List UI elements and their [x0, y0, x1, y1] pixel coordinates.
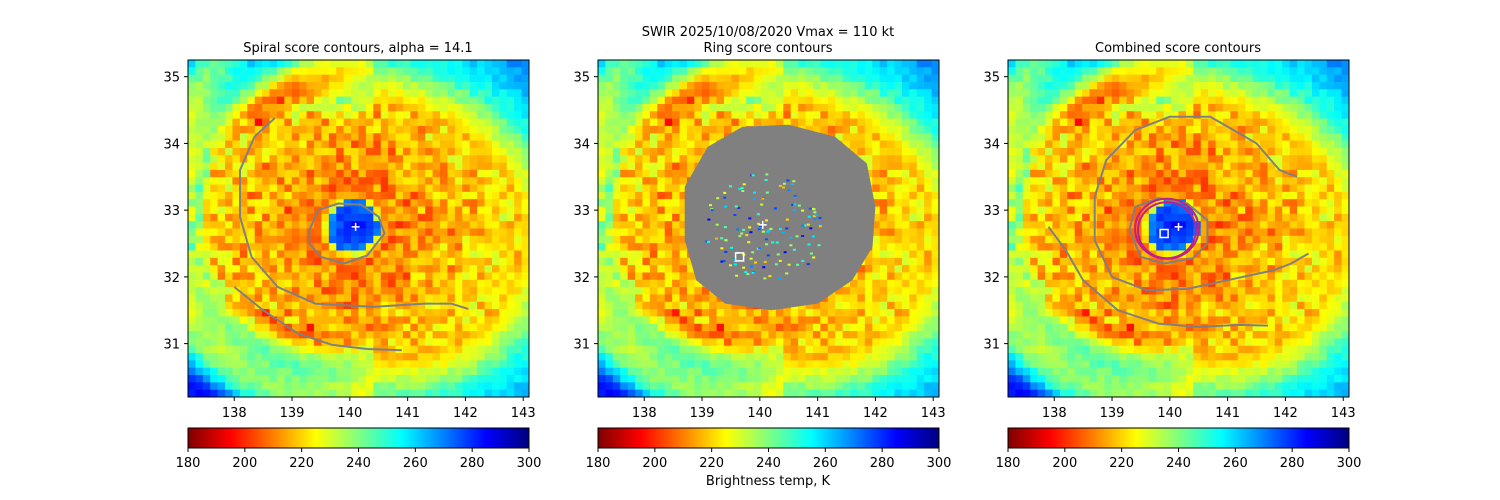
- square-marker: [734, 252, 745, 262]
- x-tick-label: 143: [511, 406, 536, 421]
- y-tick-label: 35: [573, 71, 590, 86]
- x-tick-label: 143: [1331, 406, 1356, 421]
- colorbar-tick-label: 280: [870, 456, 895, 471]
- colorbar-tick-label: 260: [403, 456, 428, 471]
- brightness-field: [1008, 60, 1349, 397]
- colorbar: 180 200 220 240 260 280 300: [586, 427, 952, 471]
- colorbar-tick-label: 180: [586, 456, 611, 471]
- colorbar-tick-label: 200: [642, 456, 667, 471]
- y-tick-label: 34: [983, 137, 1000, 152]
- x-tick-label: 140: [337, 406, 362, 421]
- x-tick-label: 139: [690, 406, 715, 421]
- colorbar-tick-label: 280: [460, 456, 485, 471]
- panel-combined: Combined score contours 138 139 140 141 142 1…: [983, 41, 1361, 471]
- center-plus-marker: [758, 220, 767, 229]
- colorbar-tick-label: 180: [996, 456, 1021, 471]
- y-tick-label: 32: [163, 271, 180, 286]
- axes-frame: [187, 59, 530, 398]
- y-tick-label: 34: [163, 137, 180, 152]
- ring-contour: [1137, 201, 1197, 260]
- panel-ring: Ring score contours 138 139 140 141 142 143 31…: [573, 41, 951, 471]
- score-contour: [1128, 197, 1209, 265]
- y-tick-label: 33: [163, 204, 180, 219]
- y-tick-label: 33: [573, 204, 590, 219]
- colorbar-gradient: [187, 427, 530, 449]
- colorbar-gradient: [1007, 427, 1350, 449]
- y-tick-label: 31: [573, 338, 590, 353]
- colorbar-tick-label: 200: [1052, 456, 1077, 471]
- panel-spiral: Spiral score contours, alpha = 14.1 138 1…: [163, 41, 541, 471]
- square-marker: [1159, 228, 1169, 239]
- y-tick-label: 32: [983, 271, 1000, 286]
- colorbar-tick-label: 260: [1223, 456, 1248, 471]
- x-tick-label: 138: [222, 406, 247, 421]
- x-tick-label: 143: [921, 406, 946, 421]
- colorbar-tick-label: 300: [1337, 456, 1362, 471]
- colorbar: 180 200 220 240 260 280 300: [176, 427, 542, 471]
- axes-frame: [597, 59, 940, 398]
- center-plus-marker: [351, 222, 360, 231]
- ring-score-region: [684, 124, 876, 311]
- y-tick-label: 34: [573, 137, 590, 152]
- colorbar-tick-label: 280: [1280, 456, 1305, 471]
- axes-frame: [1007, 59, 1350, 398]
- x-tick-label: 140: [747, 406, 772, 421]
- colorbar-tick-label: 200: [232, 456, 257, 471]
- score-contour: [239, 117, 469, 310]
- x-tick-label: 138: [632, 406, 657, 421]
- score-contour: [1047, 226, 1269, 328]
- x-tick-label: 140: [1157, 406, 1182, 421]
- y-tick-label: 35: [983, 71, 1000, 86]
- y-tick-label: 31: [983, 338, 1000, 353]
- colorbar-gradient: [597, 427, 940, 449]
- colorbar-tick-label: 220: [699, 456, 724, 471]
- x-tick-label: 139: [280, 406, 305, 421]
- x-tick-label: 141: [395, 406, 420, 421]
- colorbar-tick-label: 260: [813, 456, 838, 471]
- panel-title-combined: Combined score contours: [1095, 41, 1261, 56]
- x-tick-label: 142: [453, 406, 478, 421]
- y-tick-label: 33: [983, 204, 1000, 219]
- colorbar-tick-label: 240: [756, 456, 781, 471]
- suptitle: SWIR 2025/10/08/2020 Vmax = 110 kt: [642, 25, 895, 40]
- colorbar-tick-label: 180: [176, 456, 201, 471]
- panel-title-spiral: Spiral score contours, alpha = 14.1: [243, 41, 472, 56]
- panel-title-ring: Ring score contours: [703, 41, 832, 56]
- colorbar-tick-label: 300: [927, 456, 952, 471]
- x-tick-label: 139: [1100, 406, 1125, 421]
- y-tick-label: 31: [163, 338, 180, 353]
- colorbar-label: Brightness temp, K: [706, 474, 831, 489]
- colorbar-tick-label: 240: [346, 456, 371, 471]
- colorbar-tick-label: 220: [1109, 456, 1134, 471]
- y-tick-label: 32: [573, 271, 590, 286]
- score-contour: [1093, 115, 1310, 292]
- colorbar: 180 200 220 240 260 280 300: [996, 427, 1362, 471]
- colorbar-tick-label: 220: [289, 456, 314, 471]
- x-tick-label: 142: [1273, 406, 1298, 421]
- colorbar-tick-label: 240: [1166, 456, 1191, 471]
- brightness-field: [188, 60, 529, 397]
- score-contour: [233, 286, 402, 352]
- y-tick-label: 35: [163, 71, 180, 86]
- x-tick-label: 138: [1042, 406, 1067, 421]
- colorbar-tick-label: 300: [517, 456, 542, 471]
- x-tick-label: 141: [1215, 406, 1240, 421]
- x-tick-label: 141: [805, 406, 830, 421]
- center-plus-marker: [1174, 222, 1183, 231]
- x-tick-label: 142: [863, 406, 888, 421]
- score-contour: [308, 202, 386, 265]
